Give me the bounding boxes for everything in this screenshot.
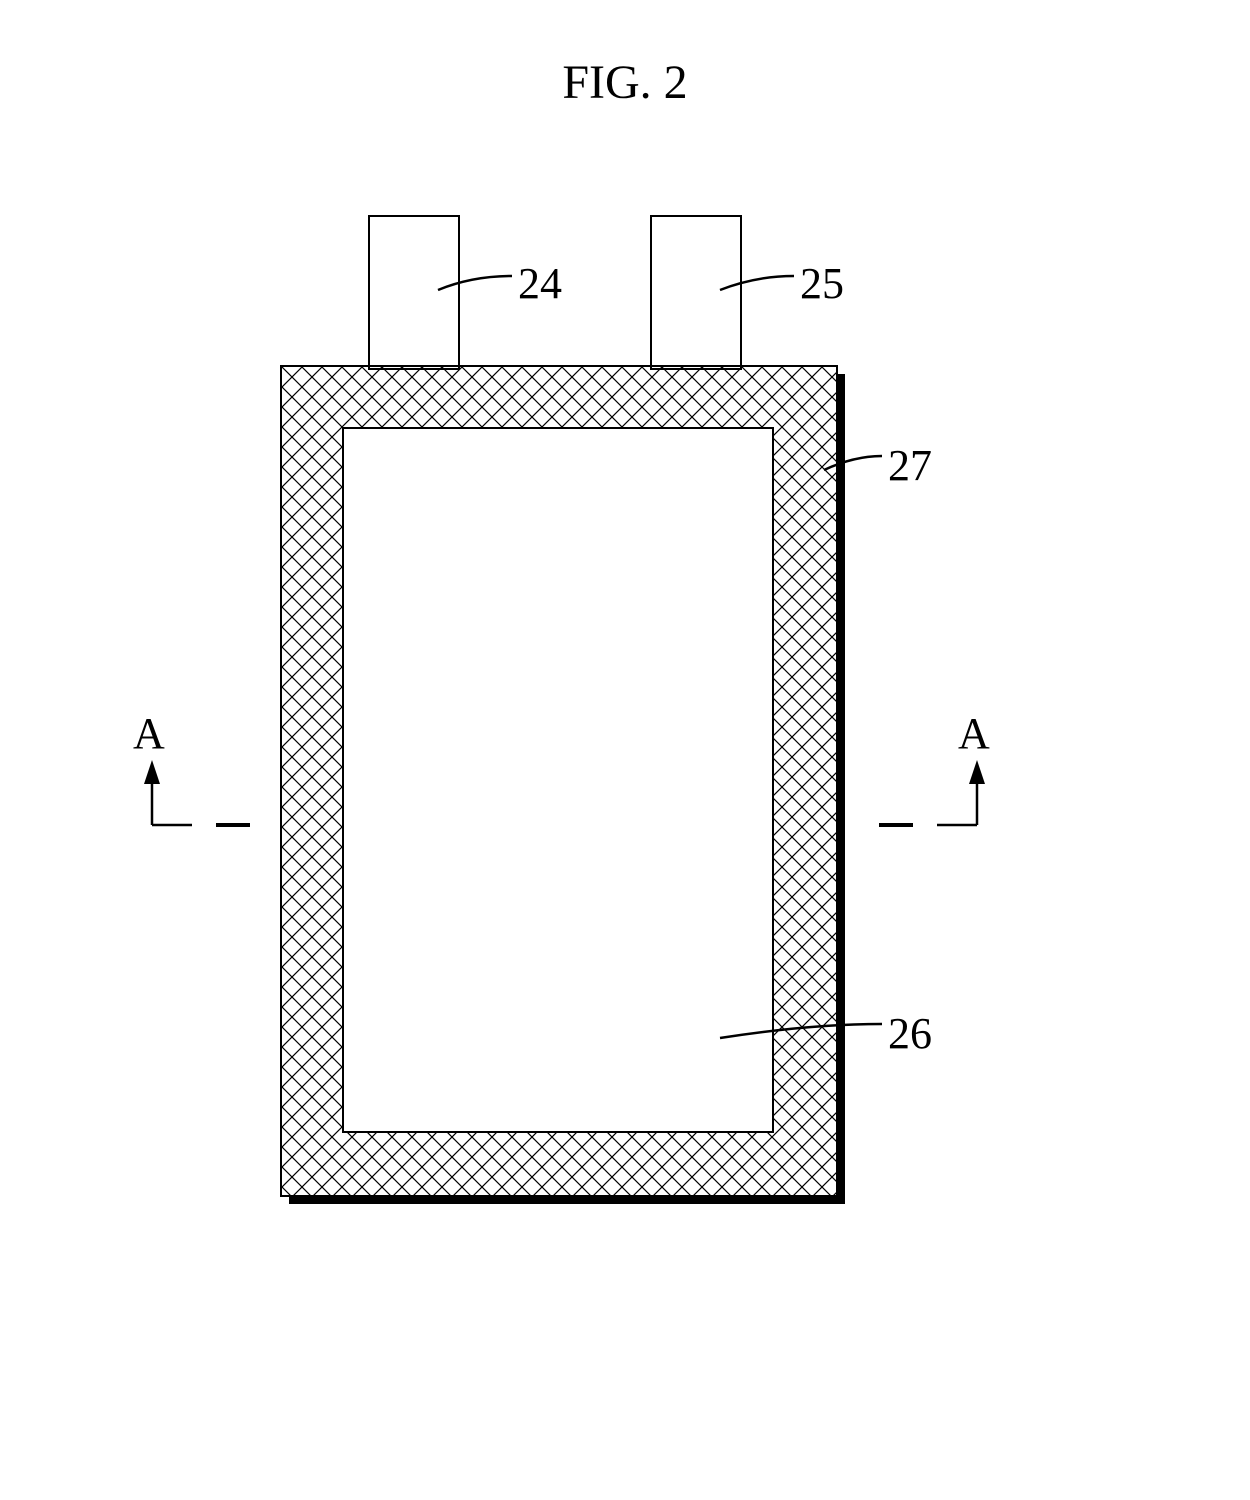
section-arrow-right (0, 0, 1250, 1500)
